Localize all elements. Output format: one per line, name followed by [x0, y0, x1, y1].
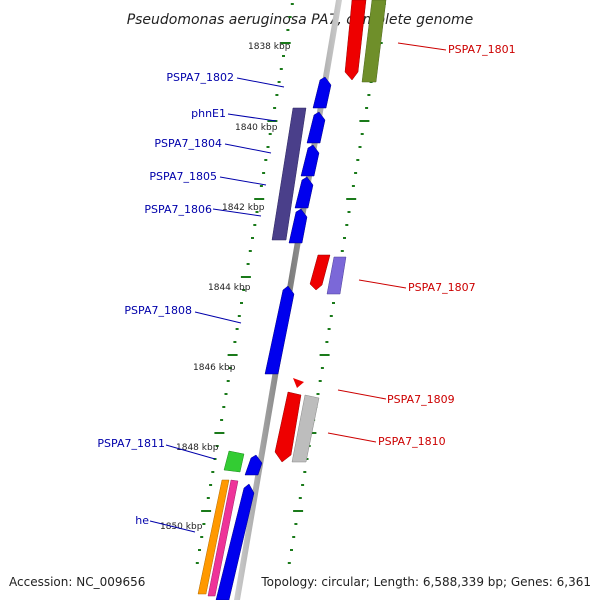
gene-he-magenta[interactable] [207, 479, 239, 597]
gene-blue-1811b[interactable] [244, 454, 263, 476]
genome-summary-text: Topology: circular; Length: 6,588,339 bp… [260, 575, 591, 589]
gene-label-PSPA7_1804[interactable]: PSPA7_1804 [154, 137, 222, 150]
gene-olive-1801b[interactable] [361, 0, 387, 83]
scale-label: 1838 kbp [248, 42, 291, 52]
gene-PSPA7_1804[interactable] [300, 144, 320, 177]
scale-label: 1840 kbp [235, 123, 278, 133]
leader-line [212, 208, 262, 217]
leader-line [194, 311, 242, 324]
scale-label: 1842 kbp [222, 203, 265, 213]
map-title: Pseudomonas aeruginosa PA7, complete gen… [127, 12, 474, 28]
gene-PSPA7_1806[interactable] [288, 208, 308, 244]
gene-label-PSPA7_1810[interactable]: PSPA7_1810 [378, 435, 446, 448]
gene-phnE1[interactable] [306, 111, 326, 144]
label-leaders [149, 42, 447, 533]
leader-line [236, 77, 285, 88]
gene-label-PSPA7_1809[interactable]: PSPA7_1809 [387, 393, 455, 406]
gene-label-PSPA7_1805[interactable]: PSPA7_1805 [149, 170, 217, 183]
gene-he-blue[interactable] [215, 483, 255, 600]
gene-label-PSPA7_1802[interactable]: PSPA7_1802 [166, 71, 234, 84]
leader-line [337, 389, 387, 400]
gene-label-PSPA7_1807[interactable]: PSPA7_1807 [408, 281, 476, 294]
gene-label-PSPA7_1801[interactable]: PSPA7_1801 [448, 43, 516, 56]
gene-PSPA7_1807[interactable] [309, 254, 331, 291]
gene-phnE1-block[interactable] [271, 107, 307, 241]
leader-line [327, 432, 377, 443]
gene-purple-1807b[interactable] [326, 256, 347, 295]
gene-features [197, 0, 387, 600]
gene-he-orange[interactable] [197, 479, 230, 595]
gene-PSPA7_1810[interactable] [274, 391, 302, 463]
gene-label-he[interactable]: he [135, 514, 149, 527]
leader-line [358, 279, 407, 289]
gene-PSPA7_1805[interactable] [294, 176, 314, 209]
leader-line [165, 444, 216, 460]
gene-label-PSPA7_1811[interactable]: PSPA7_1811 [97, 437, 165, 450]
leader-line [224, 143, 272, 154]
gene-PSPA7_1811[interactable] [223, 450, 245, 473]
leader-line [149, 520, 196, 533]
scale-label: 1844 kbp [208, 283, 251, 293]
leader-line [227, 113, 277, 122]
leader-line [397, 42, 447, 51]
scale-label: 1848 kbp [176, 443, 219, 453]
gene-labels-minus: PSPA7_1802 phnE1 PSPA7_1804 PSPA7_1805 P… [97, 71, 234, 527]
scale-label: 1846 kbp [193, 363, 236, 373]
leader-line [219, 176, 267, 186]
gene-silver-1810b[interactable] [291, 394, 320, 463]
gene-labels-plus: PSPA7_1801 PSPA7_1807 PSPA7_1809 PSPA7_1… [378, 43, 516, 448]
scale-labels: 1838 kbp 1840 kbp 1842 kbp 1844 kbp 1846… [160, 42, 291, 532]
accession-text: Accession: NC_009656 [9, 575, 145, 589]
gene-PSPA7_1802[interactable] [312, 76, 332, 109]
gene-PSPA7_1808[interactable] [264, 285, 295, 375]
gene-label-PSPA7_1806[interactable]: PSPA7_1806 [144, 203, 212, 216]
gene-label-PSPA7_1808[interactable]: PSPA7_1808 [124, 304, 192, 317]
gene-PSPA7_1801[interactable] [344, 0, 367, 81]
gene-PSPA7_1809[interactable] [293, 378, 304, 388]
scale-label: 1850 kbp [160, 522, 203, 532]
gene-label-phnE1[interactable]: phnE1 [191, 107, 226, 120]
